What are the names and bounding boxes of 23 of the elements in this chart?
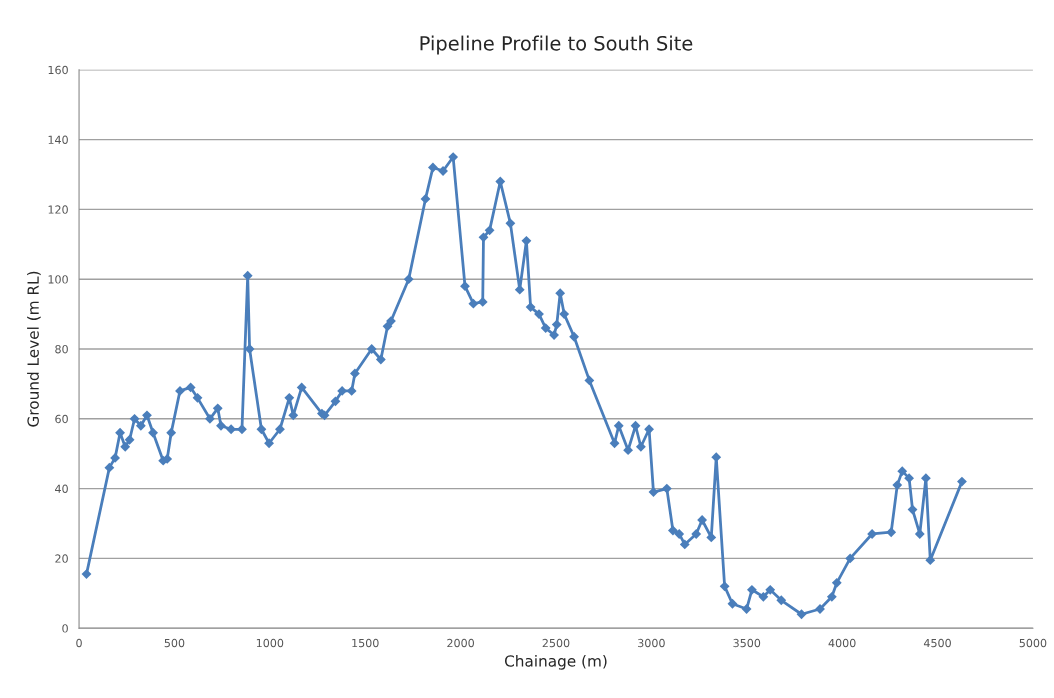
y-tick-label: 20 xyxy=(55,554,68,563)
x-tick-label: 500 xyxy=(164,638,185,648)
y-axis-title: Ground Level (m RL) xyxy=(27,271,41,427)
x-tick-label: 1000 xyxy=(256,638,284,648)
x-tick-label: 2000 xyxy=(447,638,474,648)
x-tick-label: 3500 xyxy=(733,638,761,648)
y-tick-label: 80 xyxy=(55,344,68,354)
x-tick-label: 2500 xyxy=(542,638,570,648)
x-axis-title: Chainage (m) xyxy=(504,654,607,670)
y-tick-label: 60 xyxy=(55,414,68,424)
x-tick-label: 4000 xyxy=(828,638,856,648)
y-tick-label: 160 xyxy=(48,65,68,75)
x-tick-label: 1500 xyxy=(352,638,379,648)
x-tick-label: 0 xyxy=(76,638,82,648)
y-tick-label: 40 xyxy=(55,484,68,493)
y-tick-label: 140 xyxy=(48,135,68,144)
x-tick-label: 5000 xyxy=(1019,638,1047,648)
x-tick-label: 4500 xyxy=(923,638,951,648)
y-tick-label: 120 xyxy=(48,205,68,214)
y-tick-label: 100 xyxy=(48,275,68,284)
x-tick-label: 3000 xyxy=(638,638,665,648)
chart-title: Pipeline Profile to South Site xyxy=(420,35,693,55)
y-tick-label: 0 xyxy=(62,624,68,633)
